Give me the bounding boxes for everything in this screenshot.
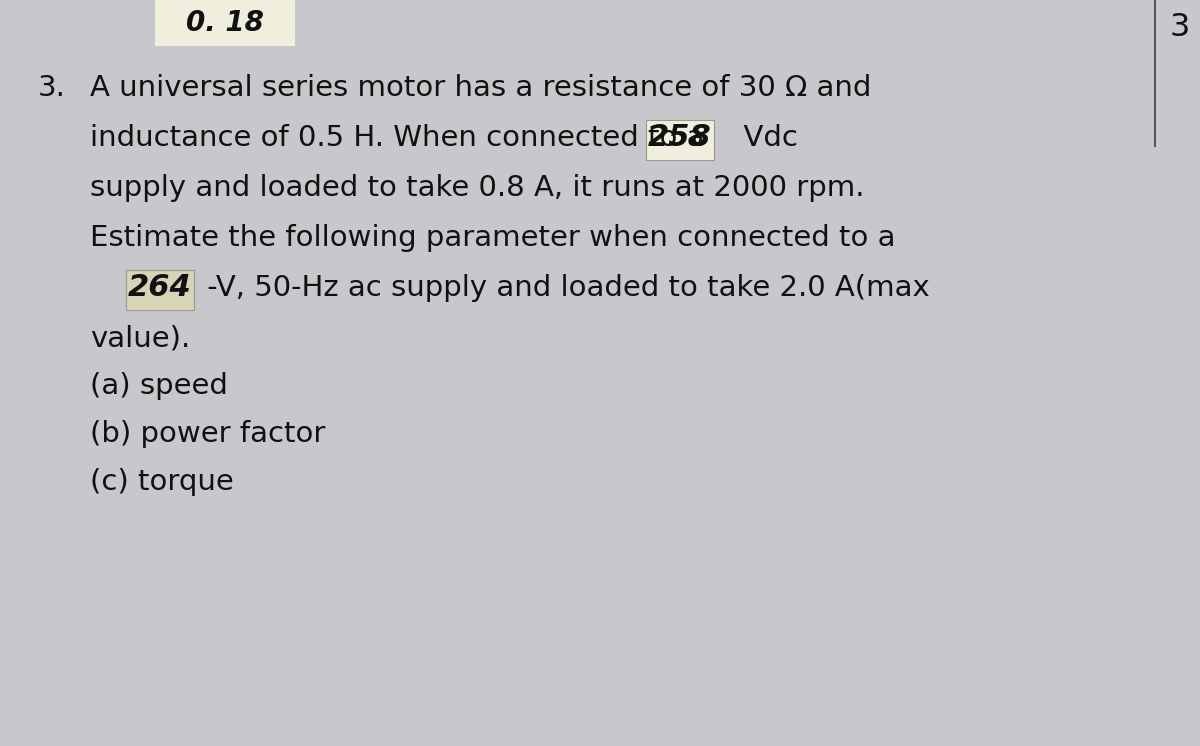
Text: 258: 258 — [648, 124, 712, 152]
Text: (c) torque: (c) torque — [90, 468, 234, 496]
FancyBboxPatch shape — [155, 0, 295, 46]
Text: 0. 18: 0. 18 — [186, 9, 264, 37]
Text: supply and loaded to take 0.8 A, it runs at 2000 rpm.: supply and loaded to take 0.8 A, it runs… — [90, 174, 864, 202]
Text: 3: 3 — [1170, 13, 1190, 43]
FancyBboxPatch shape — [126, 270, 194, 310]
Text: 3.: 3. — [38, 74, 66, 102]
Text: (a) speed: (a) speed — [90, 372, 228, 400]
Text: Vdc: Vdc — [725, 124, 798, 152]
Text: A universal series motor has a resistance of 30 Ω and: A universal series motor has a resistanc… — [90, 74, 871, 102]
Text: -V, 50-Hz ac supply and loaded to take 2.0 A(max: -V, 50-Hz ac supply and loaded to take 2… — [198, 274, 930, 302]
FancyBboxPatch shape — [646, 120, 714, 160]
Text: (b) power factor: (b) power factor — [90, 420, 325, 448]
Text: value).: value). — [90, 324, 191, 352]
Text: 264: 264 — [128, 274, 192, 302]
Text: Estimate the following parameter when connected to a: Estimate the following parameter when co… — [90, 224, 895, 252]
Text: inductance of 0.5 H. When connected to a: inductance of 0.5 H. When connected to a — [90, 124, 714, 152]
